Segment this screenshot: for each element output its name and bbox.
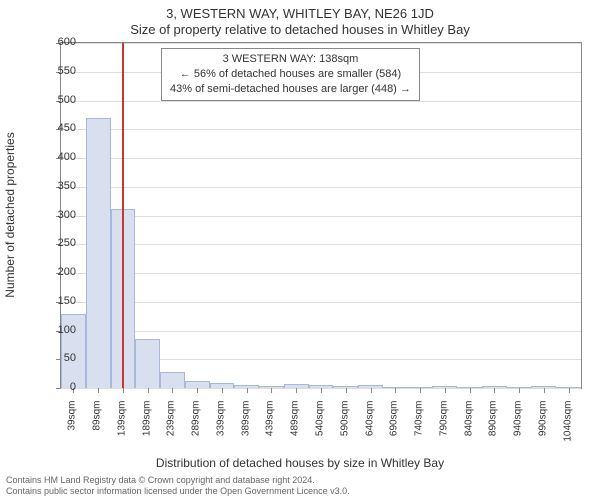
gridline [61, 187, 581, 188]
gridline [61, 158, 581, 159]
y-tick-label: 450 [36, 122, 76, 134]
y-tick-label: 550 [36, 65, 76, 77]
x-tick-mark [494, 388, 495, 393]
y-tick-label: 300 [36, 209, 76, 221]
x-tick-label: 940sqm [513, 401, 524, 461]
footer-line1: Contains HM Land Registry data © Crown c… [6, 475, 350, 486]
gridline [61, 43, 581, 44]
x-tick-label: 89sqm [92, 401, 103, 461]
histogram-bar [160, 372, 185, 388]
y-tick-label: 500 [36, 94, 76, 106]
y-tick-label: 600 [36, 36, 76, 48]
x-tick-mark [271, 388, 272, 393]
x-tick-label: 139sqm [116, 401, 127, 461]
y-tick-label: 150 [36, 295, 76, 307]
x-tick-mark [519, 388, 520, 393]
histogram-bar [135, 339, 160, 388]
x-tick-mark [296, 388, 297, 393]
gridline [61, 244, 581, 245]
y-tick-label: 400 [36, 151, 76, 163]
y-tick-label: 0 [36, 381, 76, 393]
x-tick-label: 339sqm [215, 401, 226, 461]
gridline [61, 216, 581, 217]
x-tick-mark [395, 388, 396, 393]
x-tick-mark [321, 388, 322, 393]
x-tick-mark [371, 388, 372, 393]
chart-container: 3, WESTERN WAY, WHITLEY BAY, NE26 1JD Si… [0, 0, 600, 500]
chart-title-desc: Size of property relative to detached ho… [0, 22, 600, 37]
x-tick-label: 640sqm [364, 401, 375, 461]
x-tick-mark [148, 388, 149, 393]
marker-line [122, 43, 124, 388]
x-tick-label: 289sqm [191, 401, 202, 461]
x-tick-label: 840sqm [463, 401, 474, 461]
x-tick-mark [123, 388, 124, 393]
gridline [61, 302, 581, 303]
x-tick-label: 890sqm [488, 401, 499, 461]
plot-area: 3 WESTERN WAY: 138sqm ← 56% of detached … [60, 42, 582, 389]
x-tick-label: 790sqm [438, 401, 449, 461]
gridline [61, 129, 581, 130]
y-axis-label: Number of detached properties [3, 132, 17, 297]
x-tick-mark [98, 388, 99, 393]
x-tick-mark [544, 388, 545, 393]
y-tick-label: 100 [36, 324, 76, 336]
x-tick-label: 540sqm [315, 401, 326, 461]
gridline [61, 273, 581, 274]
histogram-bar [185, 381, 210, 388]
footer-attribution: Contains HM Land Registry data © Crown c… [6, 475, 350, 497]
x-tick-label: 590sqm [339, 401, 350, 461]
gridline [61, 101, 581, 102]
x-tick-label: 39sqm [67, 401, 78, 461]
x-tick-mark [172, 388, 173, 393]
chart-title-address: 3, WESTERN WAY, WHITLEY BAY, NE26 1JD [0, 6, 600, 21]
y-tick-label: 200 [36, 266, 76, 278]
callout-line1: 3 WESTERN WAY: 138sqm [170, 52, 411, 67]
x-tick-label: 439sqm [265, 401, 276, 461]
x-tick-mark [346, 388, 347, 393]
y-tick-label: 50 [36, 352, 76, 364]
x-tick-mark [197, 388, 198, 393]
x-tick-label: 990sqm [537, 401, 548, 461]
callout-line3: 43% of semi-detached houses are larger (… [170, 82, 411, 97]
x-tick-label: 690sqm [389, 401, 400, 461]
x-tick-mark [247, 388, 248, 393]
gridline [61, 331, 581, 332]
x-axis-label: Distribution of detached houses by size … [0, 456, 600, 470]
x-tick-label: 189sqm [141, 401, 152, 461]
x-tick-mark [445, 388, 446, 393]
x-tick-label: 389sqm [240, 401, 251, 461]
histogram-bar [86, 118, 111, 388]
y-tick-label: 250 [36, 237, 76, 249]
callout-box: 3 WESTERN WAY: 138sqm ← 56% of detached … [161, 48, 420, 101]
footer-line2: Contains public sector information licen… [6, 486, 350, 497]
callout-line2: ← 56% of detached houses are smaller (58… [170, 67, 411, 82]
x-tick-label: 489sqm [290, 401, 301, 461]
x-tick-label: 239sqm [166, 401, 177, 461]
x-tick-mark [470, 388, 471, 393]
x-tick-mark [569, 388, 570, 393]
y-tick-label: 350 [36, 180, 76, 192]
x-tick-mark [222, 388, 223, 393]
x-tick-label: 1040sqm [562, 401, 573, 461]
x-tick-mark [420, 388, 421, 393]
x-tick-label: 740sqm [414, 401, 425, 461]
